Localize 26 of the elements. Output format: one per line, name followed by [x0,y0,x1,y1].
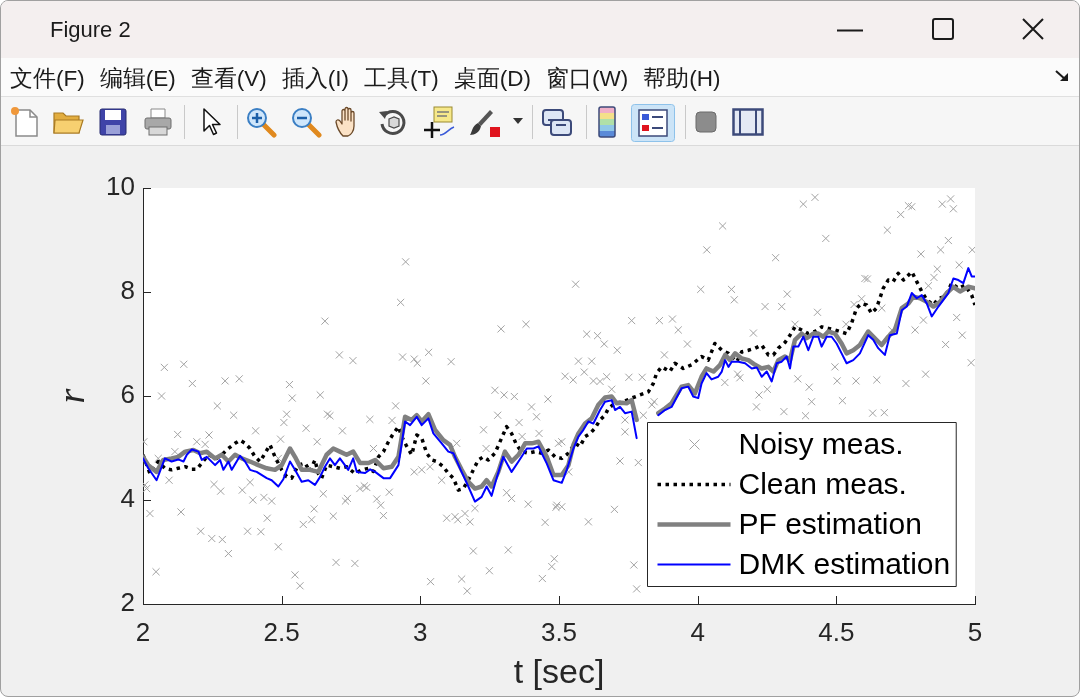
chart-title: Figure 2 [50,17,131,43]
text: 插入(I) [281,65,349,93]
y-tick-label: 10 [106,171,135,202]
text: 窗口(W) [545,65,629,93]
text: 编辑(E) [99,65,176,93]
x-tick-label: 2.5 [263,616,300,647]
text: 文件(F) [10,65,85,93]
legend-label: DMK estimation [738,546,951,580]
y-tick-label: 6 [120,379,135,410]
text: 帮助(H) [643,65,721,93]
x-tick-label: 4.5 [818,616,855,647]
y-axis-title: r [49,388,92,404]
y-tick-label: 4 [120,483,135,514]
y-tick-label: 8 [120,275,135,306]
legend-label: PF estimation [738,506,922,540]
x-tick-label: 5 [967,616,983,647]
x-axis-title: t [sec] [513,652,605,691]
x-tick-label: 4 [690,616,705,647]
legend-label: Noisy meas. [738,426,904,460]
x-tick-label: 3 [413,616,428,647]
legend-label: Clean meas. [738,466,907,500]
text: 桌面(D) [453,65,531,93]
text: 查看(V) [190,65,267,93]
y-tick-label: 2 [120,587,135,618]
x-tick-label: 3.5 [540,616,578,647]
text: 工具(T) [363,65,439,93]
